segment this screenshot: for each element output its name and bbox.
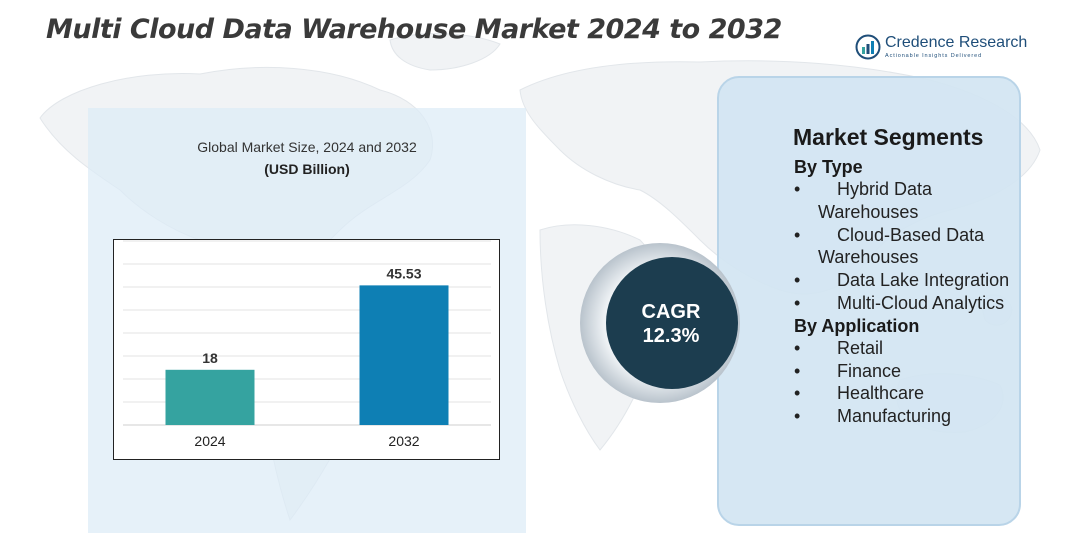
brand-tagline: Actionable Insights Delivered [885, 53, 983, 59]
segment-item: • Cloud-Based Data Warehouses [794, 224, 1019, 270]
segment-item-label: Healthcare [837, 383, 925, 404]
segment-item: • Finance [794, 360, 1019, 383]
bars: 18 2024 45.53 2032 [165, 265, 449, 449]
bar-2032 [359, 285, 449, 425]
segment-group-title: By Type [794, 157, 863, 177]
data-label: 45.53 [386, 265, 421, 281]
segment-item-label: Cloud-Based Data Warehouses [818, 224, 985, 268]
segment-item-label: Multi-Cloud Analytics [837, 292, 1005, 313]
x-tick-label: 2024 [194, 433, 225, 449]
bar-2024 [165, 369, 255, 425]
segment-item: • Multi-Cloud Analytics [794, 292, 1019, 315]
cagr-label: CAGR [641, 301, 701, 323]
x-tick-label: 2032 [388, 433, 419, 449]
cagr-disc [606, 257, 738, 389]
chart-subtitle: Global Market Size, 2024 and 2032 [197, 139, 417, 155]
data-label: 18 [202, 350, 218, 366]
segment-item-label: Manufacturing [837, 406, 952, 427]
segment-group-title: By Application [794, 315, 920, 336]
cagr-badge [580, 243, 740, 403]
bullet-icon: • [794, 383, 801, 404]
bullet-icon: • [794, 224, 801, 245]
segments-title: Market Segments [793, 124, 984, 150]
bullet-icon: • [794, 179, 801, 199]
bullet-icon: • [794, 406, 801, 427]
brand-name: Credence Research [885, 34, 1028, 51]
segment-item-label: Hybrid Data Warehouses [818, 179, 933, 222]
segments-panel [717, 76, 1021, 526]
page-title: Multi Cloud Data Warehouse Market 2024 t… [46, 14, 782, 45]
segment-item: • Manufacturing [794, 405, 1019, 428]
bullet-icon: • [794, 270, 801, 291]
bullet-icon: • [794, 292, 801, 313]
segment-item-label: Retail [837, 337, 884, 358]
cagr-value: 12.3% [642, 325, 700, 347]
segment-item: • Hybrid Data Warehouses [794, 178, 1019, 224]
segment-item: • Healthcare [794, 382, 1019, 405]
bullet-icon: • [794, 360, 801, 381]
segment-item: • Data Lake Integration [794, 269, 1019, 292]
segment-item: • Retail [794, 337, 1019, 360]
cagr-text: CAGR 12.3% [606, 300, 736, 348]
segment-item-label: Finance [837, 360, 902, 381]
segments-list: By Type • Hybrid Data Warehouses • Cloud-Bas… [794, 156, 1019, 428]
segment-item-label: Data Lake Integration [837, 270, 1010, 291]
bullet-icon: • [794, 337, 801, 358]
bar-chart: 18 2024 45.53 2032 [113, 239, 500, 460]
brand-icon [855, 34, 881, 60]
chart-unit-label: (USD Billion) [264, 161, 350, 177]
